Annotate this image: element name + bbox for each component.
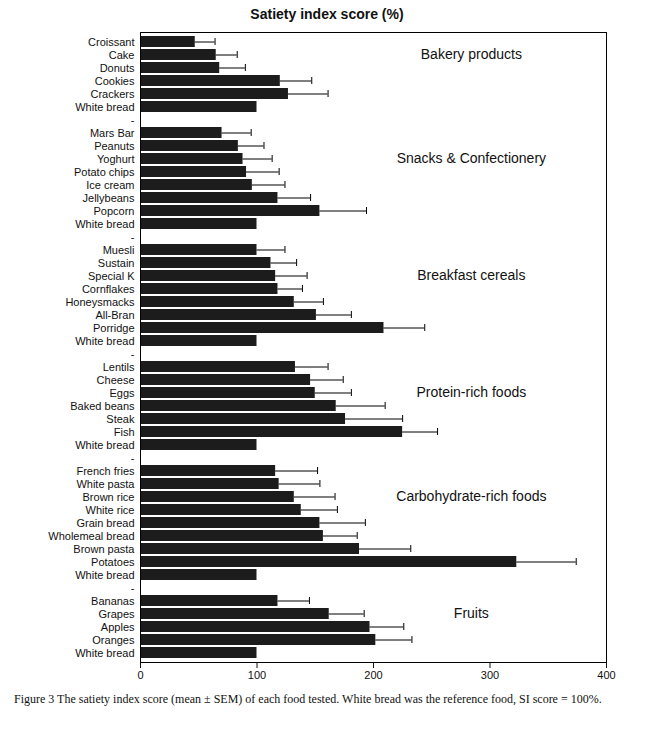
svg-text:Cheese: Cheese [97, 374, 135, 386]
svg-text:White bread: White bread [75, 101, 134, 113]
html-text:Figure 3 The satiety index sco: Figure 3 The satiety index score (mean ±… [14, 692, 602, 706]
svg-text:Brown pasta: Brown pasta [73, 543, 135, 555]
svg-text:100: 100 [248, 669, 266, 681]
svg-text:Cake: Cake [109, 49, 135, 61]
svg-text:Ice cream: Ice cream [86, 179, 134, 191]
svg-text:White pasta: White pasta [76, 478, 135, 490]
svg-text:Fish: Fish [114, 426, 135, 438]
svg-text:400: 400 [597, 669, 615, 681]
svg-text:-: - [131, 114, 135, 126]
svg-text:Honeysmacks: Honeysmacks [65, 296, 135, 308]
svg-text:Baked beans: Baked beans [70, 400, 135, 412]
svg-text:0: 0 [137, 669, 143, 681]
svg-text:Oranges: Oranges [92, 634, 135, 646]
svg-text:-: - [131, 231, 135, 243]
svg-text:White bread: White bread [75, 439, 134, 451]
svg-text:Bakery products: Bakery products [421, 46, 522, 62]
svg-text:Grain bread: Grain bread [76, 517, 134, 529]
svg-text:All-Bran: All-Bran [95, 309, 134, 321]
svg-text:Steak: Steak [106, 413, 135, 425]
svg-text:Brown rice: Brown rice [83, 491, 135, 503]
svg-text:Carbohydrate-rich foods: Carbohydrate-rich foods [396, 488, 546, 504]
svg-text:Cornflakes: Cornflakes [82, 283, 135, 295]
svg-text:Lentils: Lentils [103, 361, 135, 373]
svg-text:White bread: White bread [75, 218, 134, 230]
svg-text:-: - [131, 348, 135, 360]
svg-text:Yoghurt: Yoghurt [97, 153, 135, 165]
svg-text:Snacks & Confectionery: Snacks & Confectionery [397, 150, 546, 166]
svg-text:Croissant: Croissant [88, 36, 134, 48]
svg-text:Muesli: Muesli [103, 244, 135, 256]
svg-text:Eggs: Eggs [109, 387, 135, 399]
svg-text:Mars Bar: Mars Bar [90, 127, 135, 139]
svg-text:300: 300 [481, 669, 499, 681]
svg-text:Popcorn: Popcorn [94, 205, 135, 217]
svg-text:Potatoes: Potatoes [91, 556, 135, 568]
svg-text:Apples: Apples [101, 621, 135, 633]
svg-text:Porridge: Porridge [93, 322, 135, 334]
svg-text:Bananas: Bananas [91, 595, 135, 607]
svg-text:Potato chips: Potato chips [74, 166, 135, 178]
svg-text:Grapes: Grapes [98, 608, 135, 620]
svg-text:Breakfast cereals: Breakfast cereals [417, 267, 525, 283]
svg-text:Sustain: Sustain [98, 257, 135, 269]
svg-text:Jellybeans: Jellybeans [83, 192, 135, 204]
svg-text:200: 200 [364, 669, 382, 681]
svg-text:-: - [131, 582, 135, 594]
svg-text:Wholemeal bread: Wholemeal bread [48, 530, 134, 542]
svg-text:White bread: White bread [75, 647, 134, 659]
svg-text:Protein-rich foods: Protein-rich foods [417, 384, 527, 400]
html-text:Satiety index score (%): Satiety index score (%) [250, 6, 404, 22]
svg-text:French fries: French fries [76, 465, 135, 477]
svg-text:Peanuts: Peanuts [94, 140, 135, 152]
svg-text:-: - [131, 452, 135, 464]
svg-text:Crackers: Crackers [90, 88, 135, 100]
svg-text:White rice: White rice [86, 504, 135, 516]
svg-text:Cookies: Cookies [95, 75, 135, 87]
svg-text:Fruits: Fruits [454, 605, 489, 621]
svg-text:Special K: Special K [88, 270, 135, 282]
svg-text:Donuts: Donuts [100, 62, 135, 74]
svg-text:White bread: White bread [75, 335, 134, 347]
svg-text:White bread: White bread [75, 569, 134, 581]
